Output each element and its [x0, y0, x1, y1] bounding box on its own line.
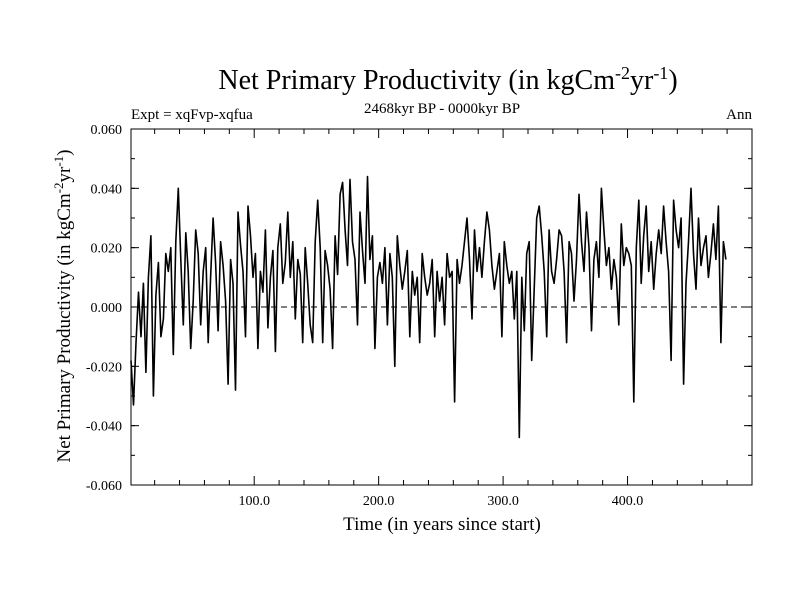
x-axis-label: Time (in years since start) [343, 514, 541, 535]
y-axis-label-close: ) [54, 150, 75, 156]
y-axis-label-sup2: -1 [51, 156, 66, 167]
y-axis-label: Net Primary Productivity (in kgCm-2yr-1) [51, 150, 75, 463]
y-axis-label-main: Net Primary Productivity (in kgCm [54, 193, 75, 462]
x-tick-label: 100.0 [238, 494, 270, 509]
y-tick-label: -0.060 [86, 479, 122, 494]
y-tick-label: 0.020 [91, 242, 123, 257]
chart-title-sup2: -1 [653, 63, 668, 83]
plot-frame [130, 128, 753, 486]
chart-title: Net Primary Productivity (in kgCm-2yr-1) [218, 63, 677, 96]
y-tick-label: 0.040 [91, 182, 123, 197]
y-tick-label: -0.020 [86, 360, 122, 375]
y-tick-label: 0.060 [91, 123, 123, 138]
x-tick-label: 200.0 [363, 494, 395, 509]
chart-title-main: Net Primary Productivity (in kgCm [218, 65, 615, 96]
y-axis-label-sup1: -2 [51, 183, 66, 194]
y-tick-label: 0.000 [91, 301, 123, 316]
x-tick-label: 400.0 [612, 494, 644, 509]
y-tick-label: -0.040 [86, 420, 122, 435]
tick-labels-group: 0.060 0.040 0.020 0.000 -0.020 -0.040 -0.060 10… [86, 123, 643, 509]
chart-title-close: ) [668, 65, 677, 96]
y-axis-label-mid: yr [54, 166, 75, 183]
x-tick-label: 300.0 [487, 494, 519, 509]
chart-title-mid: yr [630, 65, 654, 96]
season-label: Ann [726, 107, 752, 123]
series-line-0 [130, 175, 727, 439]
chart-subtitle: 2468kyr BP - 0000kyr BP [364, 101, 520, 117]
chart-title-sup1: -2 [615, 63, 630, 83]
series-group [130, 175, 727, 439]
expt-label: Expt = xqFvp-xqfua [131, 107, 253, 123]
